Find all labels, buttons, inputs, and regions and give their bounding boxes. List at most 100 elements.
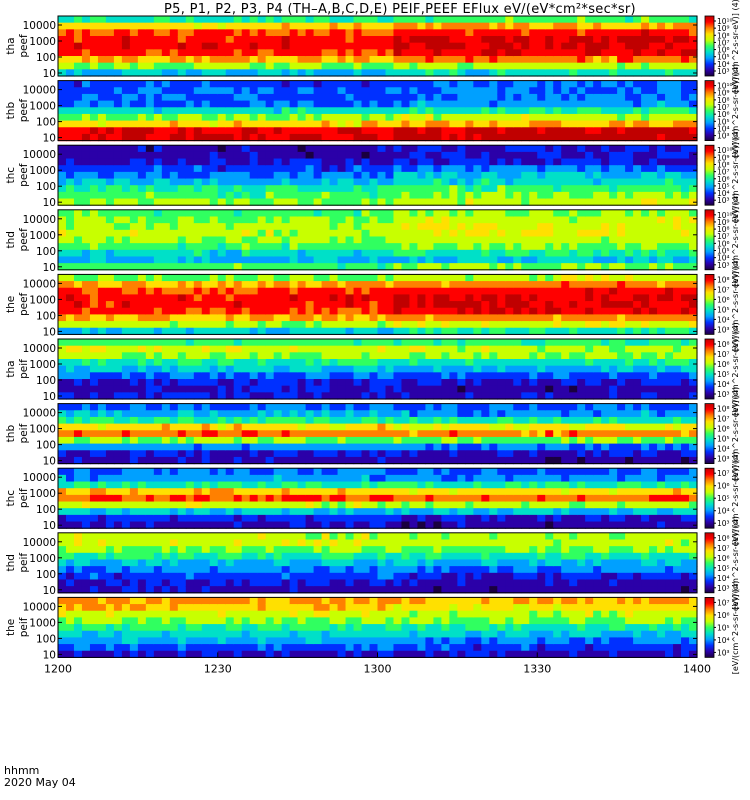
- heatmap-cell: [585, 100, 594, 108]
- heatmap-cell: [121, 243, 131, 251]
- heatmap-cell: [209, 256, 219, 264]
- heatmap-cell: [649, 229, 658, 238]
- heatmap-cell: [561, 365, 570, 373]
- heatmap-cell: [273, 352, 283, 360]
- heatmap-cell: [201, 113, 211, 122]
- heatmap-cell: [81, 62, 91, 70]
- heatmap-cell: [417, 385, 427, 393]
- heatmap-cell: [417, 69, 427, 77]
- colorbar-tick-label: 10⁶: [717, 46, 730, 55]
- heatmap-cell: [609, 339, 618, 347]
- heatmap-cell: [193, 80, 203, 88]
- heatmap-cell: [433, 49, 442, 57]
- heatmap-cell: [169, 29, 179, 37]
- heatmap-cell: [649, 223, 658, 231]
- heatmap-cell: [65, 185, 75, 193]
- heatmap-cell: [169, 151, 179, 160]
- heatmap-cell: [537, 178, 546, 186]
- heatmap-cell: [177, 120, 187, 128]
- heatmap-cell: [257, 113, 267, 122]
- heatmap-cell: [601, 359, 610, 367]
- heatmap-cell: [129, 281, 139, 289]
- heatmap-cell: [185, 158, 195, 166]
- heatmap-cell: [641, 120, 650, 128]
- heatmap-cell: [58, 352, 67, 360]
- heatmap-cell: [441, 339, 450, 347]
- heatmap-cell: [497, 229, 506, 238]
- heatmap-cell: [129, 365, 139, 373]
- heatmap-cell: [169, 93, 179, 102]
- heatmap-cell: [457, 307, 466, 315]
- heatmap-cell: [369, 345, 379, 353]
- heatmap-cell: [457, 359, 466, 367]
- heatmap-cell: [401, 120, 411, 128]
- heatmap-cell: [289, 416, 299, 425]
- heatmap-cell: [521, 145, 530, 153]
- heatmap-cell: [185, 392, 195, 400]
- heatmap-cell: [73, 294, 83, 302]
- heatmap-cell: [545, 93, 554, 102]
- heatmap-cell: [257, 107, 267, 115]
- heatmap-cell: [369, 209, 379, 218]
- heatmap-cell: [577, 345, 586, 353]
- colorbar-label: [eV/(cm^2-s-sr-eV)] (4): [731, 0, 740, 93]
- heatmap-cell: [529, 385, 538, 393]
- heatmap-cell: [129, 198, 139, 206]
- heatmap-cell: [249, 158, 259, 166]
- heatmap-cell: [97, 36, 107, 44]
- heatmap-cell: [409, 274, 419, 282]
- heatmap-cell: [425, 410, 435, 418]
- heatmap-cell: [409, 321, 419, 329]
- heatmap-cell: [617, 321, 626, 329]
- heatmap-cell: [385, 430, 395, 438]
- heatmap-cell: [609, 93, 618, 102]
- heatmap-cell: [321, 256, 331, 264]
- heatmap-cell: [137, 443, 147, 451]
- heatmap-cell: [209, 223, 219, 231]
- heatmap-cell: [481, 42, 490, 50]
- heatmap-cell: [201, 120, 211, 128]
- heatmap-cell: [257, 392, 267, 400]
- heatmap-cell: [409, 392, 419, 400]
- heatmap-cell: [513, 16, 522, 24]
- heatmap-cell: [297, 216, 307, 224]
- heatmap-cell: [233, 443, 243, 451]
- heatmap-cell: [657, 243, 666, 251]
- heatmap-cell: [569, 145, 578, 153]
- heatmap-cell: [329, 151, 339, 160]
- heatmap-cell: [457, 36, 466, 44]
- heatmap-cell: [321, 165, 331, 173]
- heatmap-cell: [537, 113, 546, 122]
- heatmap-cell: [97, 321, 107, 329]
- heatmap-cell: [689, 321, 698, 329]
- heatmap-cell: [689, 287, 698, 295]
- y-tick-label: 10000: [23, 149, 56, 161]
- heatmap-cell: [593, 93, 602, 102]
- heatmap-cell: [361, 345, 371, 353]
- heatmap-cell: [97, 120, 107, 128]
- colorbar-tick-label: 10³: [717, 196, 730, 205]
- heatmap-cell: [561, 185, 570, 193]
- heatmap-cell: [465, 314, 474, 322]
- heatmap-cell: [113, 243, 123, 251]
- heatmap-cell: [561, 69, 570, 77]
- heatmap-cell: [105, 178, 115, 186]
- heatmap-cell: [105, 80, 115, 88]
- colorbar-tick-label: 10¹⁰: [717, 82, 733, 91]
- heatmap-cell: [617, 36, 626, 44]
- heatmap-cell: [345, 198, 355, 206]
- heatmap-cell: [521, 345, 530, 353]
- heatmap-cell: [521, 87, 530, 95]
- heatmap-cell: [577, 209, 586, 218]
- heatmap-cell: [361, 198, 371, 206]
- heatmap-cell: [313, 443, 323, 451]
- heatmap-cell: [121, 69, 131, 77]
- heatmap-cell: [425, 379, 435, 387]
- heatmap-cell: [537, 372, 546, 380]
- colorbar-tick-label: 10⁸: [717, 160, 730, 169]
- heatmap-cell: [681, 178, 690, 186]
- heatmap-cell: [345, 62, 355, 70]
- heatmap-cell: [401, 236, 411, 244]
- heatmap-cell: [185, 403, 195, 411]
- heatmap-cell: [441, 365, 450, 373]
